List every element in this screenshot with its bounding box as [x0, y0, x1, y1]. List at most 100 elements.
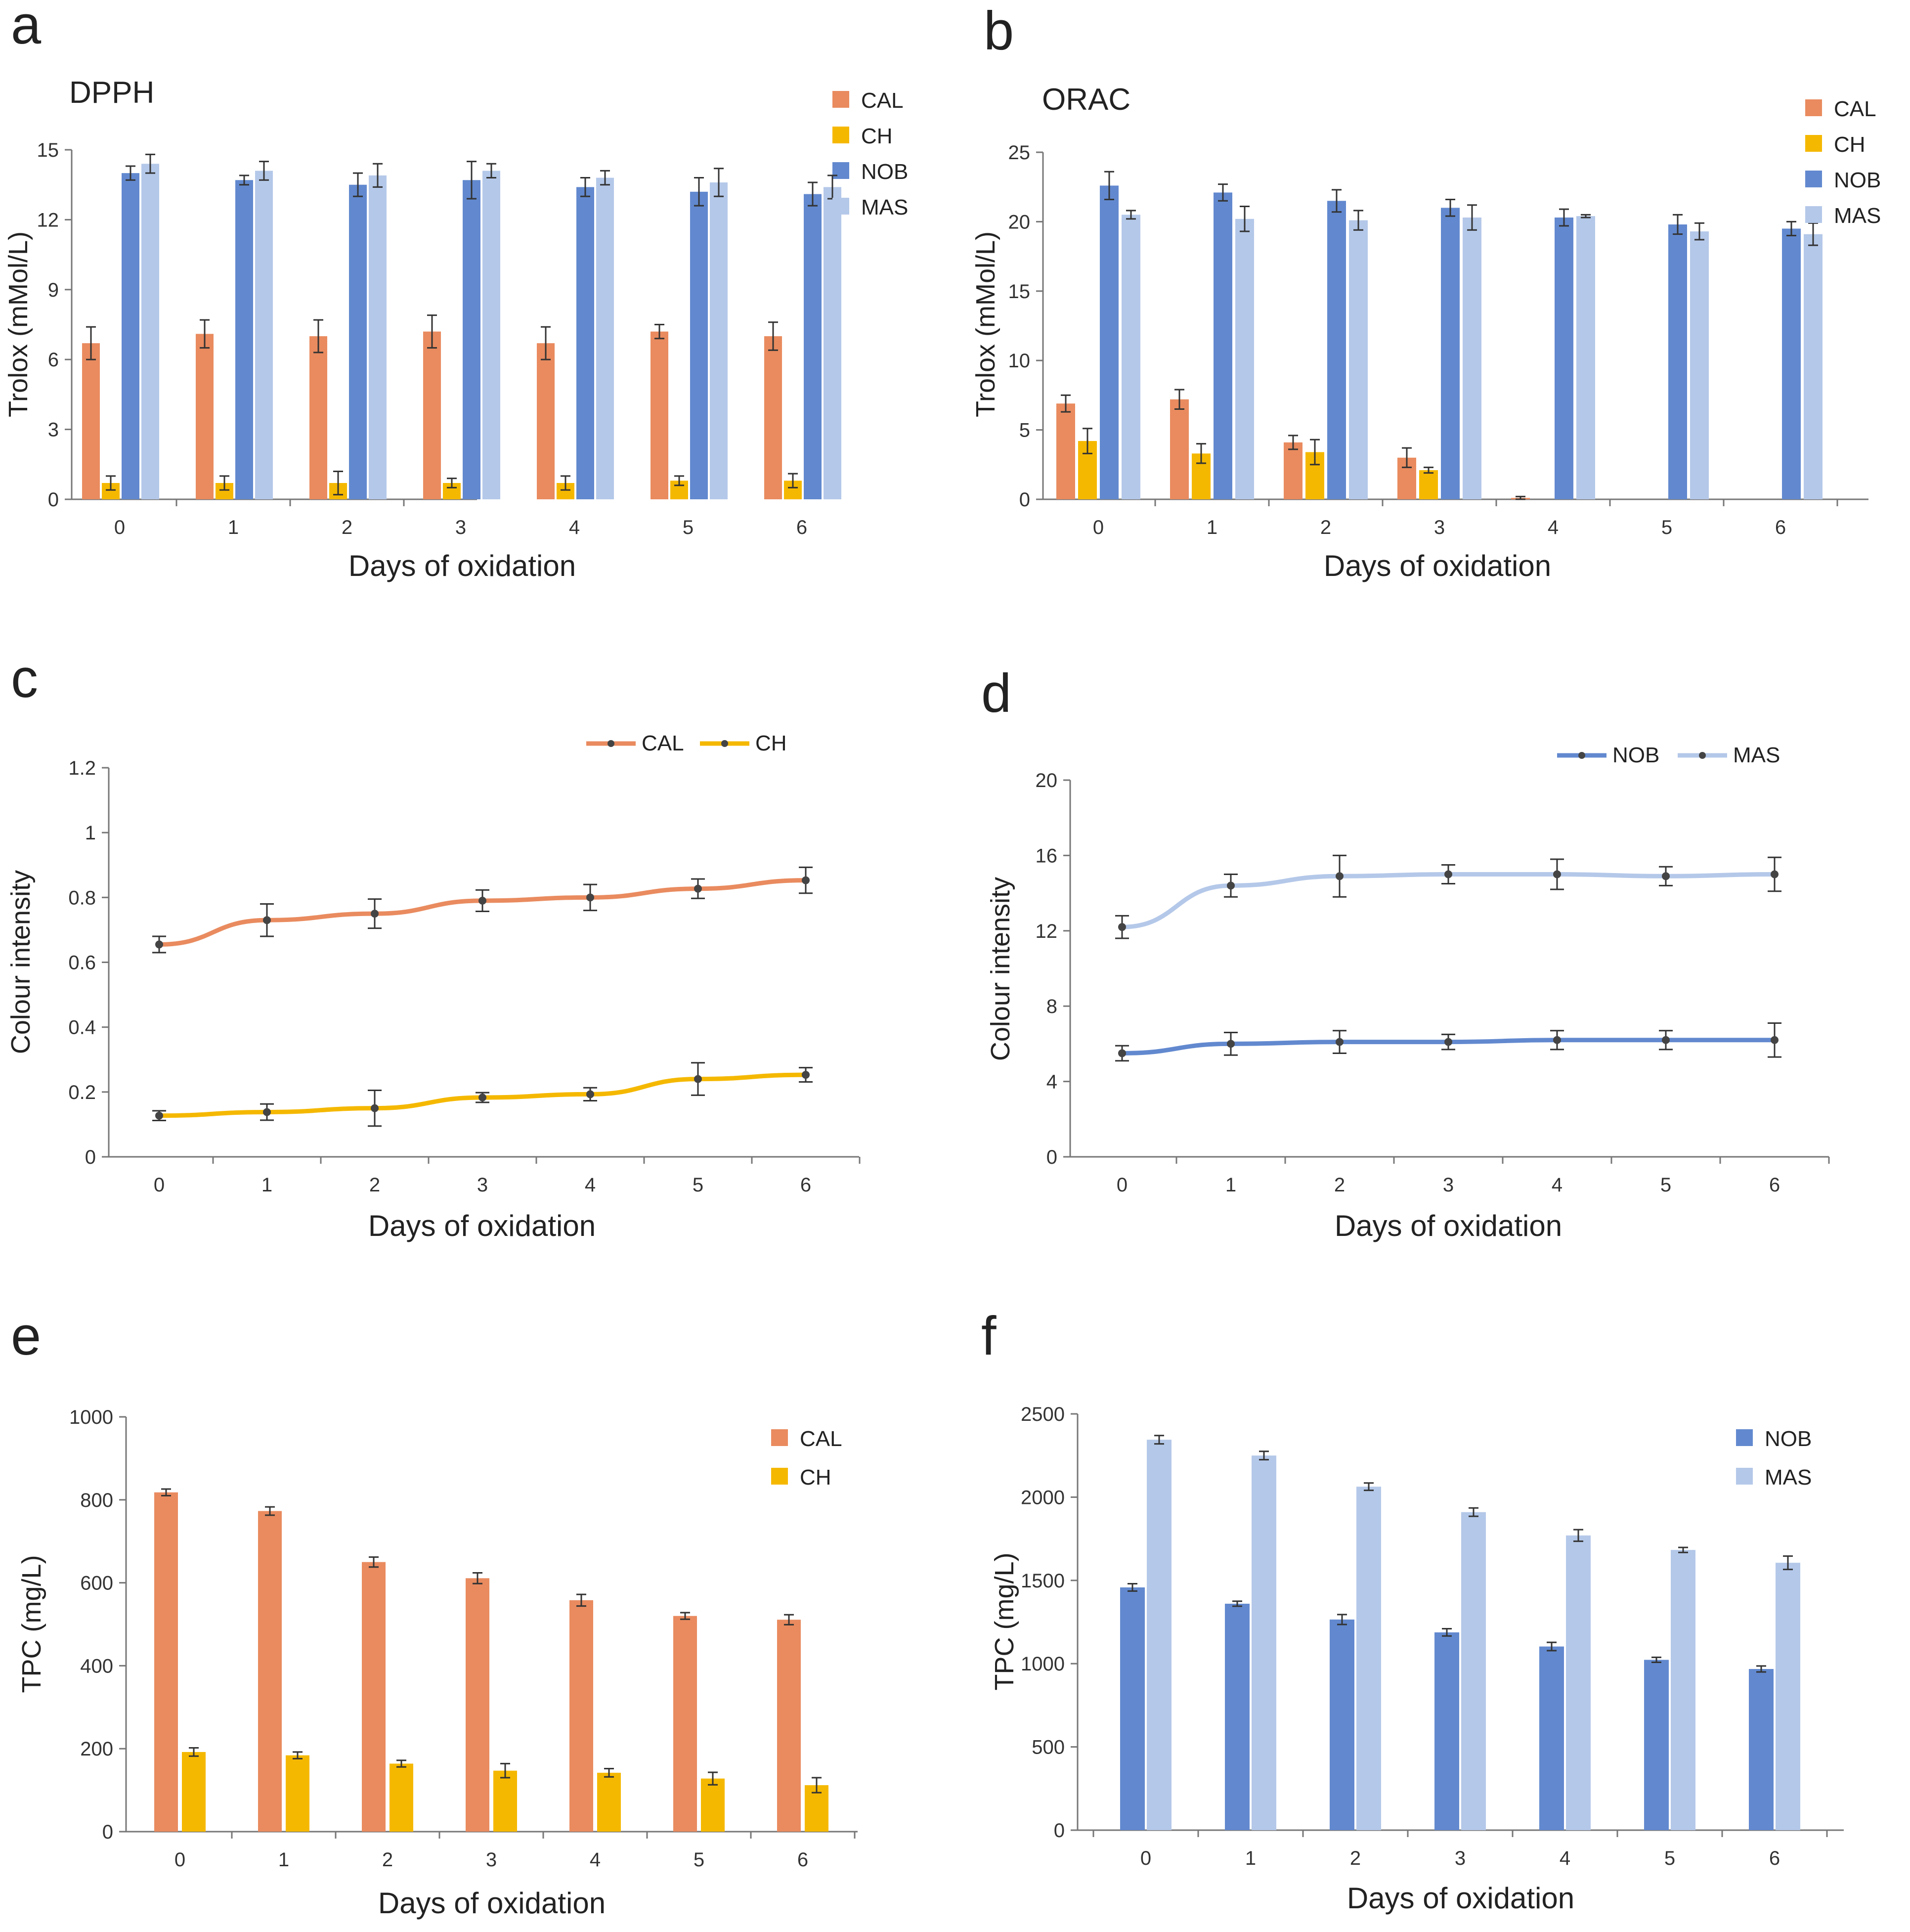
data-point-nob — [1553, 1036, 1561, 1044]
legend-swatch-nob — [1805, 171, 1822, 187]
x-tick-label: 3 — [1443, 1174, 1454, 1196]
legend-label-cal: CAL — [1834, 97, 1876, 121]
x-tick-label: 3 — [486, 1849, 497, 1871]
y-tick-label: 0.8 — [68, 887, 96, 909]
bar-cal — [651, 331, 668, 499]
y-tick-label: 20 — [1008, 211, 1031, 233]
bar-cal — [569, 1600, 593, 1832]
data-point-cal — [694, 884, 702, 893]
y-tick-label: 0 — [85, 1146, 96, 1168]
bar-nob — [1539, 1646, 1564, 1830]
y-tick-label: 400 — [80, 1655, 113, 1677]
data-point-nob — [1662, 1036, 1670, 1044]
bar-mas — [1356, 1487, 1381, 1830]
bar-nob — [1441, 208, 1460, 499]
y-tick-label: 20 — [1036, 770, 1058, 791]
x-tick-label: 3 — [477, 1174, 488, 1196]
x-tick-label: 5 — [683, 517, 694, 538]
bar-cal — [777, 1620, 801, 1832]
bar-nob — [1782, 228, 1801, 499]
y-tick-label: 1.2 — [68, 757, 96, 779]
y-axis-title: Colour intensity — [6, 870, 36, 1054]
bar-nob — [1434, 1632, 1459, 1830]
y-axis-title: Trolox (mMol/L) — [3, 231, 33, 417]
y-tick-label: 15 — [37, 139, 59, 161]
data-point-ch — [371, 1104, 379, 1112]
y-tick-label: 500 — [1032, 1737, 1065, 1758]
x-tick-label: 3 — [1434, 517, 1445, 538]
bar-cal — [423, 331, 441, 499]
x-tick-label: 5 — [1664, 1847, 1675, 1869]
bar-mas — [1776, 1563, 1800, 1830]
bar-cal — [673, 1616, 697, 1832]
y-tick-label: 8 — [1046, 996, 1057, 1017]
panel-label-d: d — [981, 663, 1011, 724]
bar-nob — [1644, 1660, 1669, 1830]
legend-marker-mas — [1699, 752, 1706, 759]
x-tick-label: 4 — [1560, 1847, 1570, 1869]
y-tick-label: 0 — [102, 1821, 113, 1843]
data-point-ch — [694, 1075, 702, 1083]
legend-label-ch: CH — [800, 1465, 831, 1490]
data-point-mas — [1553, 870, 1561, 878]
y-tick-label: 12 — [1036, 921, 1058, 942]
legend-swatch-nob — [832, 162, 849, 179]
data-point-mas — [1444, 870, 1452, 878]
data-point-mas — [1662, 872, 1670, 880]
data-point-nob — [1227, 1040, 1235, 1048]
legend-label-mas: MAS — [1765, 1465, 1812, 1490]
x-axis-title: Days of oxidation — [1335, 1209, 1562, 1242]
bar-nob — [463, 180, 480, 500]
legend-swatch-mas — [1736, 1468, 1753, 1485]
data-point-ch — [802, 1071, 810, 1079]
bar-cal — [82, 343, 100, 499]
x-tick-label: 4 — [1552, 1174, 1563, 1196]
y-tick-label: 0.2 — [68, 1082, 96, 1103]
bar-nob — [1555, 217, 1573, 499]
x-tick-label: 6 — [797, 1849, 808, 1871]
bar-cal — [362, 1562, 386, 1832]
y-axis-title: TPC (mg/L) — [17, 1555, 46, 1693]
x-tick-label: 4 — [569, 517, 580, 538]
y-tick-label: 9 — [48, 279, 59, 301]
bar-mas — [1252, 1455, 1276, 1830]
bar-nob — [1327, 201, 1346, 499]
x-tick-label: 3 — [1455, 1847, 1466, 1869]
legend-label-ch: CH — [1834, 132, 1866, 157]
x-tick-label: 6 — [796, 517, 807, 538]
bar-cal — [258, 1511, 282, 1832]
legend-swatch-mas — [832, 198, 849, 215]
panel-label-e: e — [11, 1306, 41, 1366]
data-point-nob — [1118, 1049, 1126, 1057]
chart-colour-cal-ch: 0 0.2 0.4 0.6 0.8 1 1.2 0 1 2 3 4 5 6 Days of oxidatio… — [6, 731, 861, 1242]
legend-label-mas: MAS — [1834, 204, 1881, 228]
legend-label-nob: NOB — [1765, 1427, 1812, 1451]
legend-label-cal: CAL — [861, 88, 904, 113]
y-axis-title: Trolox (mMol/L) — [971, 231, 1000, 417]
bar-mas — [1804, 234, 1823, 499]
legend-marker-cal — [608, 740, 614, 747]
bar-ch — [1419, 470, 1438, 499]
bar-nob — [1100, 185, 1119, 500]
y-tick-label: 0 — [1046, 1146, 1057, 1168]
bar-nob — [1225, 1603, 1250, 1830]
data-point-mas — [1227, 881, 1235, 890]
legend-label-ch: CH — [861, 124, 893, 148]
y-tick-label: 15 — [1008, 281, 1031, 303]
y-tick-label: 2500 — [1021, 1404, 1065, 1425]
bar-ch — [701, 1778, 725, 1832]
x-tick-label: 1 — [1245, 1847, 1256, 1869]
x-axis-title: Days of oxidation — [368, 1209, 596, 1242]
y-tick-label: 1 — [85, 822, 96, 844]
y-tick-label: 25 — [1008, 142, 1031, 164]
x-tick-label: 2 — [1334, 1174, 1345, 1196]
legend-swatch-cal — [771, 1429, 788, 1446]
bar-cal — [1284, 442, 1302, 499]
bar-nob — [1749, 1669, 1774, 1830]
panel-label-a: a — [11, 0, 42, 55]
x-tick-label: 6 — [800, 1174, 811, 1196]
x-tick-label: 2 — [1320, 517, 1331, 538]
x-axis-title: Days of oxidation — [1347, 1882, 1574, 1915]
legend-label-cal: CAL — [800, 1427, 842, 1451]
